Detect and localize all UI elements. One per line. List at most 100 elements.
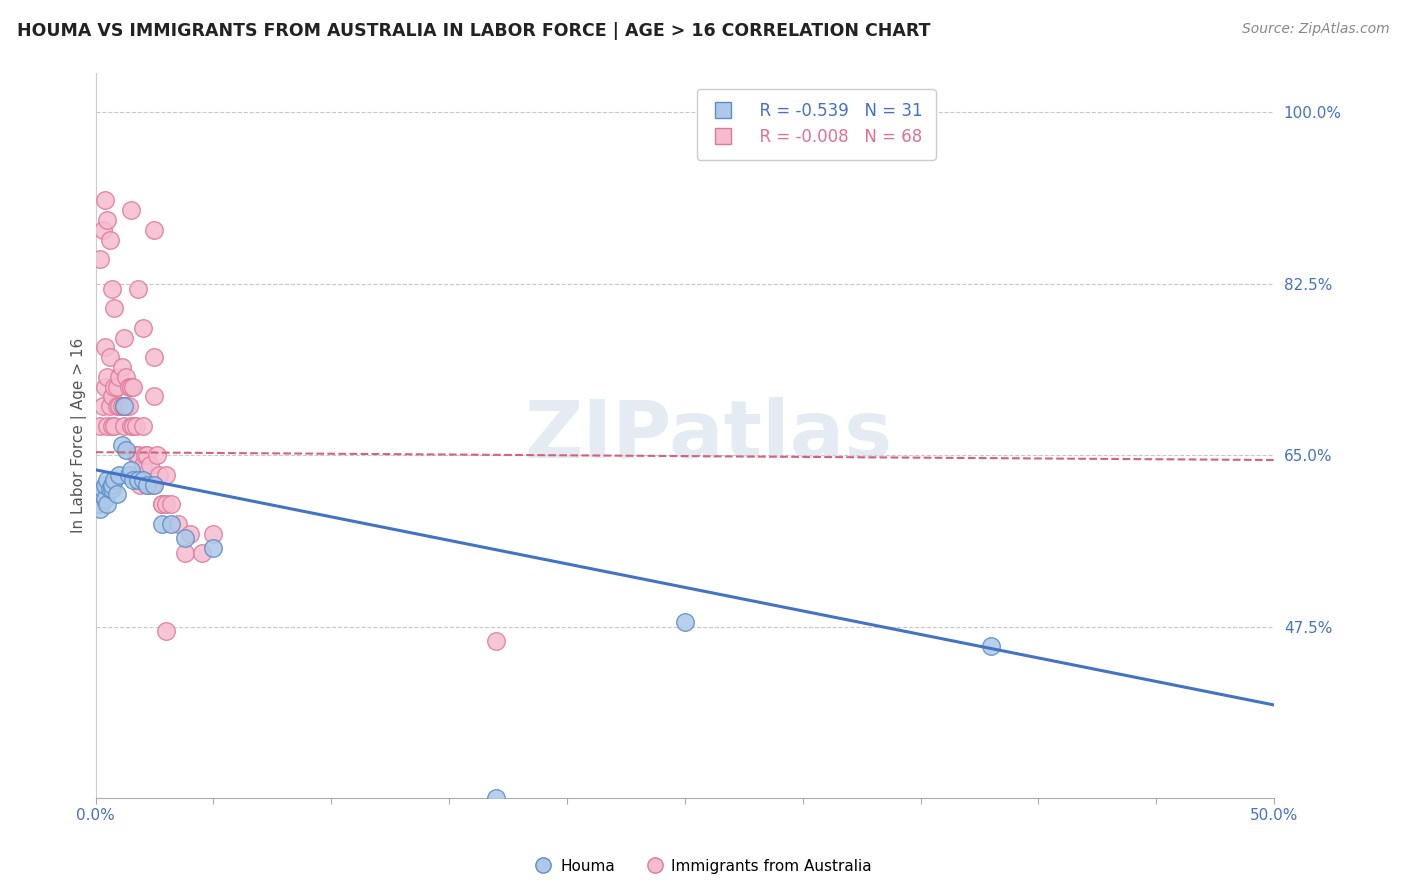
Point — [112, 418, 135, 433]
Point — [98, 233, 121, 247]
Point — [115, 369, 138, 384]
Point — [136, 477, 159, 491]
Point — [89, 418, 111, 433]
Point — [143, 477, 166, 491]
Point — [148, 467, 170, 482]
Point — [101, 281, 124, 295]
Point — [117, 399, 139, 413]
Point — [98, 483, 121, 497]
Point — [98, 399, 121, 413]
Point — [91, 487, 114, 501]
Point — [136, 448, 159, 462]
Point — [108, 369, 131, 384]
Point — [124, 418, 146, 433]
Point — [120, 463, 142, 477]
Point — [96, 473, 118, 487]
Point — [117, 467, 139, 482]
Point — [101, 389, 124, 403]
Text: Source: ZipAtlas.com: Source: ZipAtlas.com — [1241, 22, 1389, 37]
Point — [94, 194, 117, 208]
Point — [150, 497, 173, 511]
Point — [101, 418, 124, 433]
Point — [120, 418, 142, 433]
Point — [202, 541, 225, 556]
Point — [167, 516, 190, 531]
Text: ZIPatlas: ZIPatlas — [524, 397, 893, 475]
Point — [124, 448, 146, 462]
Point — [98, 350, 121, 364]
Point — [110, 359, 132, 374]
Point — [160, 497, 183, 511]
Point — [485, 634, 508, 648]
Point — [980, 639, 1002, 653]
Point — [143, 389, 166, 403]
Point — [155, 467, 177, 482]
Point — [485, 791, 508, 805]
Point — [143, 350, 166, 364]
Point — [103, 379, 125, 393]
Point — [96, 369, 118, 384]
Point — [155, 624, 177, 639]
Point — [202, 526, 225, 541]
Point — [179, 526, 201, 541]
Point — [101, 477, 124, 491]
Point — [132, 458, 155, 472]
Point — [105, 379, 128, 393]
Point — [150, 516, 173, 531]
Point — [94, 477, 117, 491]
Point — [112, 399, 135, 413]
Point — [110, 438, 132, 452]
Point — [155, 497, 177, 511]
Point — [174, 532, 197, 546]
Point — [91, 483, 114, 497]
Point — [120, 379, 142, 393]
Point — [132, 473, 155, 487]
Point — [174, 546, 197, 560]
Point — [112, 399, 135, 413]
Point — [105, 399, 128, 413]
Point — [127, 473, 149, 487]
Point — [150, 497, 173, 511]
Point — [143, 223, 166, 237]
Point — [132, 320, 155, 334]
Point — [94, 340, 117, 354]
Point — [96, 497, 118, 511]
Point — [110, 399, 132, 413]
Point — [122, 379, 145, 393]
Text: HOUMA VS IMMIGRANTS FROM AUSTRALIA IN LABOR FORCE | AGE > 16 CORRELATION CHART: HOUMA VS IMMIGRANTS FROM AUSTRALIA IN LA… — [17, 22, 931, 40]
Point — [96, 418, 118, 433]
Legend: Houma, Immigrants from Australia: Houma, Immigrants from Australia — [527, 853, 879, 880]
Point — [132, 418, 155, 433]
Point — [136, 477, 159, 491]
Point — [108, 399, 131, 413]
Point — [115, 443, 138, 458]
Y-axis label: In Labor Force | Age > 16: In Labor Force | Age > 16 — [72, 338, 87, 533]
Legend:   R = -0.539   N = 31,   R = -0.008   N = 68: R = -0.539 N = 31, R = -0.008 N = 68 — [697, 88, 936, 160]
Point — [94, 492, 117, 507]
Point — [122, 473, 145, 487]
Point — [122, 418, 145, 433]
Point — [87, 497, 110, 511]
Point — [115, 399, 138, 413]
Point — [160, 516, 183, 531]
Point — [129, 477, 152, 491]
Point — [112, 330, 135, 344]
Point — [127, 281, 149, 295]
Point — [94, 379, 117, 393]
Point — [141, 477, 163, 491]
Point — [134, 448, 156, 462]
Point — [127, 467, 149, 482]
Point — [96, 213, 118, 227]
Point — [673, 615, 696, 629]
Point — [89, 252, 111, 267]
Point — [91, 399, 114, 413]
Point — [89, 502, 111, 516]
Point — [117, 379, 139, 393]
Point — [105, 487, 128, 501]
Point — [139, 458, 162, 472]
Point — [120, 203, 142, 218]
Point — [127, 448, 149, 462]
Point — [108, 467, 131, 482]
Point — [103, 473, 125, 487]
Point — [101, 483, 124, 497]
